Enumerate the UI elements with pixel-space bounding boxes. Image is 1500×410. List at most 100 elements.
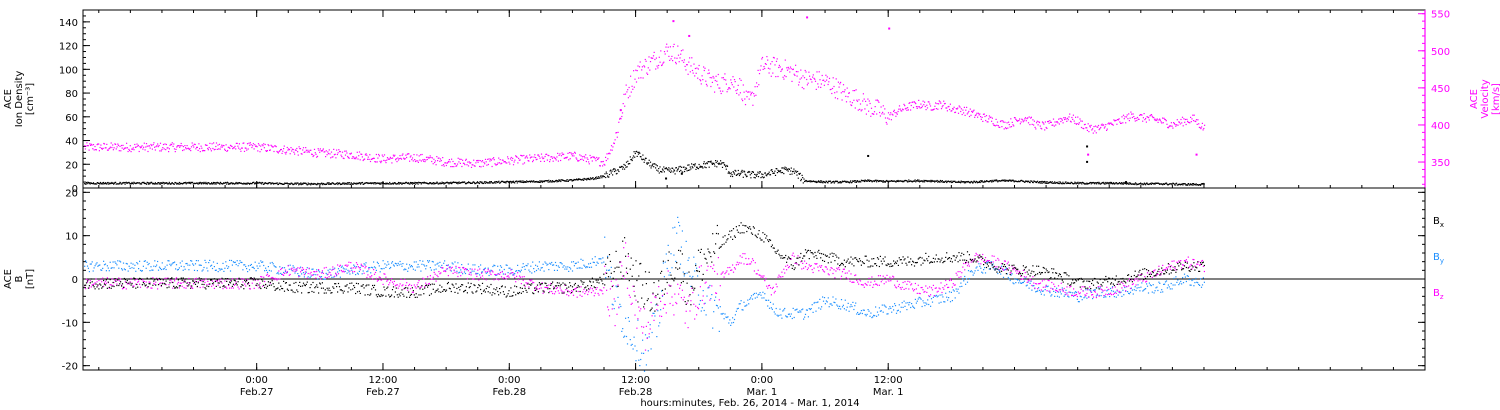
ion-density-series-dot [192,183,194,185]
ion-density-series-dot [154,183,156,185]
by-series-dot [113,267,115,269]
ion-density-series-dot [898,180,900,183]
bz-series-dot [142,280,144,282]
by-series-dot [973,272,975,274]
velocity-series-dot [1180,118,1182,121]
by-series-dot [604,236,606,238]
by-series-dot [282,267,284,269]
velocity-series-dot [1063,117,1065,119]
velocity-series-dot [898,105,901,107]
velocity-series-dot [753,93,755,95]
by-series-dot [1112,290,1114,292]
velocity-series-dot [984,115,986,118]
ion-density-series-dot [206,183,208,185]
by-series-dot [905,302,907,304]
ion-density-series-dot [257,182,259,184]
ion-density-series-dot [646,162,648,164]
by-series-dot [764,293,766,295]
by-series-dot [816,301,818,304]
velocity-series-dot [131,148,133,150]
velocity-series-dot [732,76,734,78]
ion-density-series-dot [1026,181,1029,183]
ion-density-series-dot [906,181,909,183]
by-series-dot [691,277,693,279]
velocity-series-dot [1173,122,1175,125]
by-series-dot [223,270,225,272]
velocity-series-dot [1056,121,1058,123]
by-series-dot [164,266,166,268]
ion-density-series-dot [1197,184,1199,186]
ion-density-series-dot [445,181,448,184]
bz-series-dot [306,277,308,279]
velocity-series-dot [610,149,612,151]
velocity-series-dot [298,146,300,148]
velocity-series-dot [103,142,105,145]
by-series-dot [818,307,820,309]
by-series-dot [731,322,733,324]
ion-density-series-dot [370,183,372,185]
ion-density-series-dot [580,179,582,181]
velocity-series-dot [397,157,399,159]
velocity-series-dot [835,78,837,80]
ion-density-series-dot [123,181,125,184]
velocity-series-dot [512,157,514,159]
velocity-series-dot [161,148,163,151]
bz-series-dot [312,274,314,276]
velocity-series-dot [739,92,741,94]
velocity-series-dot [271,145,273,147]
ion-density-series-dot [408,182,410,184]
by-series-dot [616,286,618,288]
bz-series-dot [118,277,120,279]
by-series-dot [1043,294,1045,296]
by-series-dot [824,303,826,305]
by-series-dot [124,269,126,271]
by-series-dot [189,264,191,266]
by-series-dot [486,271,488,274]
ion-density-series-dot [187,182,189,184]
bz-series-dot [373,269,375,271]
by-series-dot [186,262,188,265]
velocity-series-dot [427,156,429,158]
velocity-series-dot [361,156,363,158]
ion-density-series-dot [115,183,117,185]
by-series-dot [996,268,998,270]
by-series-dot [97,265,99,267]
velocity-series-dot [595,160,597,162]
by-series-dot [1201,284,1204,286]
by-series-dot [507,272,509,274]
velocity-series-dot [1089,126,1091,128]
ion-density-series-dot [748,170,750,173]
ion-density-series-dot [1001,179,1003,181]
by-series-dot [762,291,764,293]
by-series-dot [173,262,175,264]
ion-density-series-dot [640,156,642,158]
by-series-dot [578,267,580,269]
velocity-series-dot [661,64,663,67]
by-series-dot [878,307,880,309]
ion-density-series-dot [237,183,239,185]
ion-density-series-dot [854,181,856,183]
velocity-series-dot [225,144,227,146]
by-series-dot [89,263,91,265]
bz-series-dot [92,283,94,286]
by-series-dot [324,278,326,280]
by-series-dot [134,264,136,266]
ion-density-series-dot [941,180,943,182]
ion-density-series-dot [870,180,873,182]
by-series-dot [261,261,263,263]
velocity-series-dot [874,106,876,108]
velocity-series-dot [958,105,960,107]
by-series-dot [126,263,128,265]
velocity-series-dot [567,152,569,154]
ion-density-series-dot [205,181,207,183]
velocity-series-dot [153,142,155,144]
ion-density-series-dot [921,180,923,182]
velocity-series-dot [288,149,291,151]
velocity-series-dot [1172,127,1174,129]
by-series-dot [490,269,492,271]
ion-density-series-dot [614,168,616,170]
ion-density-series-dot [392,182,394,184]
velocity-series-dot [499,159,501,161]
by-series-dot [294,272,296,274]
velocity-series-dot [1122,122,1124,124]
